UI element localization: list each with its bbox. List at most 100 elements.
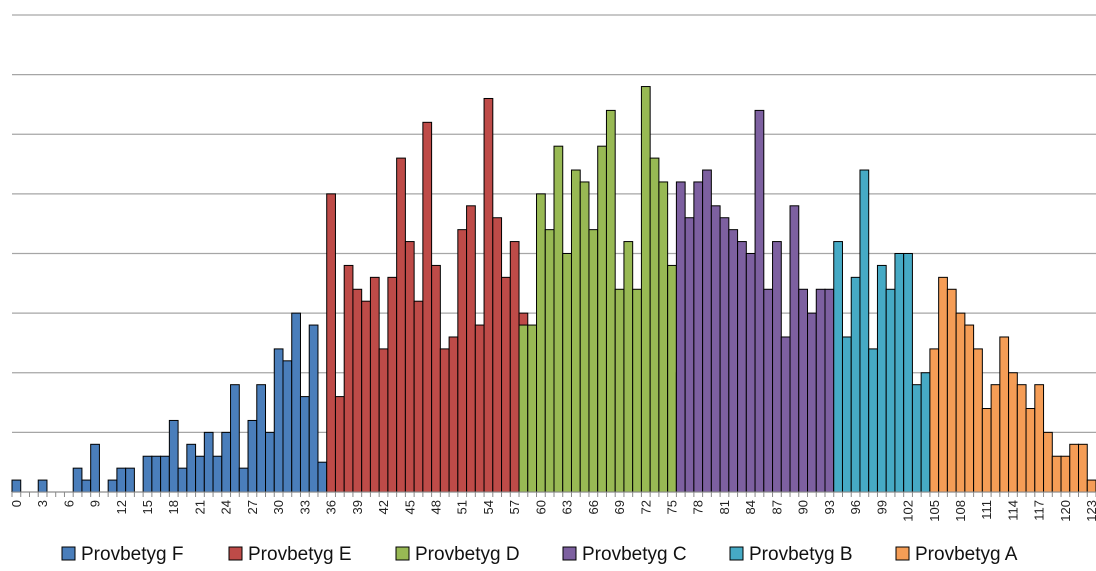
x-tick-label: 33 xyxy=(297,500,312,514)
bar xyxy=(1008,372,1018,493)
bar xyxy=(754,109,765,493)
bar xyxy=(553,145,564,493)
bar xyxy=(605,109,616,493)
x-tick-label: 120 xyxy=(1058,500,1073,522)
x-tick-label: 54 xyxy=(481,500,496,514)
bar xyxy=(850,276,861,493)
x-tick-label: 48 xyxy=(428,500,443,514)
bar xyxy=(282,360,293,493)
bar xyxy=(230,384,240,493)
bar xyxy=(938,276,948,493)
bar xyxy=(597,145,607,493)
bar xyxy=(308,324,319,493)
bar xyxy=(90,443,100,493)
x-tick-label: 75 xyxy=(665,500,680,514)
legend-swatch xyxy=(729,546,744,561)
x-tick-label: 108 xyxy=(953,500,968,522)
legend-swatch xyxy=(228,546,243,561)
bar xyxy=(404,241,415,493)
x-tick-label: 36 xyxy=(324,500,339,514)
bar xyxy=(247,419,258,493)
bar xyxy=(221,431,232,493)
bar xyxy=(693,181,704,493)
bar xyxy=(378,348,389,493)
bar xyxy=(1069,443,1080,493)
bar xyxy=(299,396,310,493)
bar xyxy=(536,193,546,493)
bar xyxy=(570,169,581,493)
bar xyxy=(710,205,721,493)
bar xyxy=(588,229,599,493)
x-tick-labels: 0 3 6 9 12 15 18 21 24 27 30 33 36 39 42 45 48 51 54 57 60 63… xyxy=(9,500,1096,522)
bar xyxy=(833,241,843,493)
bar xyxy=(929,348,940,493)
bar xyxy=(885,288,896,493)
bar xyxy=(483,97,494,493)
bar xyxy=(317,461,328,493)
bar xyxy=(623,241,634,493)
legend-label: Provbetyg A xyxy=(915,544,1018,565)
bar xyxy=(527,324,538,493)
bar xyxy=(457,229,468,493)
x-tick-label: 42 xyxy=(376,500,391,514)
bar xyxy=(361,300,371,493)
x-tick-label: 6 xyxy=(61,500,76,507)
bar xyxy=(1078,443,1088,493)
bar xyxy=(107,479,118,493)
legend-swatch xyxy=(562,546,577,561)
bar xyxy=(815,288,826,493)
bar xyxy=(11,479,22,493)
x-tick-label: 90 xyxy=(796,500,811,514)
bar xyxy=(684,217,695,493)
bar xyxy=(439,348,450,493)
bar xyxy=(334,396,345,493)
bar xyxy=(946,288,957,493)
bar xyxy=(37,479,48,493)
x-tick-label: 81 xyxy=(717,500,732,514)
bar xyxy=(772,241,782,493)
bar xyxy=(273,348,284,493)
x-tick-label: 72 xyxy=(638,500,653,514)
x-tick-label: 45 xyxy=(402,500,417,514)
x-tick-label: 84 xyxy=(743,500,758,514)
bar xyxy=(579,181,590,493)
x-tick-label: 57 xyxy=(507,500,522,514)
bar xyxy=(973,348,983,493)
x-tick-label: 60 xyxy=(533,500,548,514)
bar xyxy=(667,264,677,493)
bar xyxy=(841,336,852,493)
x-tick-label: 15 xyxy=(140,500,155,514)
x-tick-label: 9 xyxy=(88,500,103,507)
bar xyxy=(562,253,572,493)
bar xyxy=(125,467,135,493)
bar xyxy=(649,157,660,493)
bar xyxy=(492,217,503,493)
bar xyxy=(780,336,791,493)
bar xyxy=(203,431,214,493)
legend-swatch xyxy=(61,546,76,561)
bar xyxy=(72,467,83,493)
legend-label: Provbetyg E xyxy=(248,544,352,565)
x-tick-label: 51 xyxy=(455,500,470,514)
bar xyxy=(658,181,669,493)
x-tick-label: 111 xyxy=(979,500,994,520)
bar xyxy=(999,336,1010,493)
legend-label: Provbetyg C xyxy=(582,544,687,565)
bar xyxy=(177,467,188,493)
x-tick-label: 30 xyxy=(271,500,286,514)
bar xyxy=(265,431,275,493)
x-tick-label: 12 xyxy=(114,500,129,514)
bar xyxy=(745,253,756,493)
bar xyxy=(964,324,975,493)
bar xyxy=(518,324,529,493)
bar xyxy=(614,288,625,493)
x-tick-label: 69 xyxy=(612,500,627,514)
bar xyxy=(448,336,459,493)
x-tick-label: 66 xyxy=(586,500,601,514)
bar xyxy=(212,455,223,493)
x-tick-label: 117 xyxy=(1032,500,1047,521)
bar xyxy=(894,253,905,493)
bar xyxy=(1016,384,1027,493)
bar xyxy=(876,264,887,493)
x-tick-label: 114 xyxy=(1005,500,1020,521)
